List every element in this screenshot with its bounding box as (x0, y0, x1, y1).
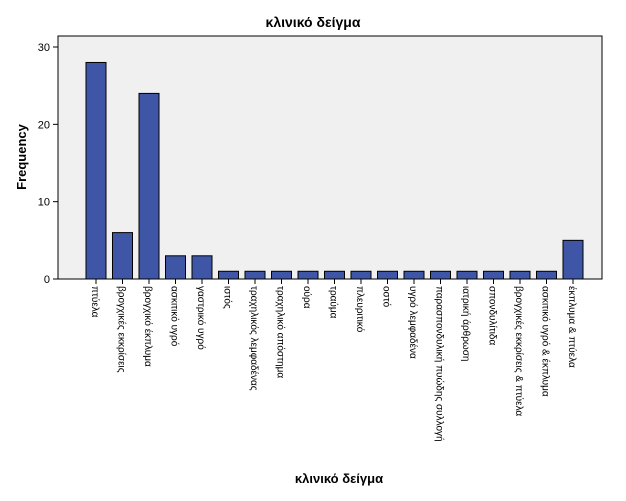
bar (483, 270, 504, 280)
x-tick-label: παρασπονδυλική πυώδης συλλογή (434, 286, 446, 442)
bar (509, 270, 531, 280)
x-tick-label: ασκιτικό υγρό & έκπλυμα (540, 286, 552, 397)
x-tick-label: οστό (381, 286, 393, 308)
y-tick-label: 0 (44, 274, 50, 286)
x-tick-label: ασκιτικό υγρό (169, 286, 181, 347)
x-tick-label: ούρα (301, 286, 313, 309)
bar (350, 270, 372, 280)
bar (536, 270, 557, 280)
bar (430, 270, 451, 280)
y-tick-label: 10 (38, 197, 50, 209)
chart-title: κλινικό δείγμα (266, 14, 361, 30)
x-tick-label: σπονδυλίτιδα (487, 286, 499, 345)
bar (191, 255, 213, 280)
x-tick-label: τραχηλικός λεμφαδένας (248, 286, 260, 391)
x-tick-label: υγρό λεμφαδένα (407, 286, 419, 359)
bar (377, 270, 398, 280)
y-tick-label: 30 (38, 42, 50, 54)
bar (297, 270, 319, 280)
bar (403, 270, 425, 280)
x-tick-label: βρογχικές εκκρίσεις & πτύελα (513, 286, 525, 416)
bar (271, 270, 292, 280)
x-tick-label: πλευριτικό (354, 286, 366, 333)
y-axis-label: Frequency (14, 123, 29, 190)
x-tick-label: ιστός (222, 286, 234, 309)
bar (85, 61, 107, 280)
x-axis-label: κλινικό δείγμα (295, 471, 383, 486)
x-tick-label: βρογχικό έκπλυμα (142, 286, 154, 367)
bar (562, 239, 584, 280)
x-tick-label: βρογχικές εκκρίσεις (116, 286, 128, 373)
x-tick-label: έκπλυμα & πτύελα (566, 286, 578, 368)
x-tick-label: πτύελα (89, 286, 101, 318)
y-axis: 0 10 20 30 (38, 42, 58, 286)
y-tick-label: 20 (38, 119, 50, 131)
bar (456, 270, 478, 280)
x-tick-label: ιατρική άρθρωση (460, 286, 472, 361)
x-tick-label: τραύμα (328, 286, 340, 319)
x-axis-tick-labels: πτύελα βρογχικές εκκρίσεις βρογχικό έκπλυμ… (89, 279, 578, 442)
bar (138, 92, 160, 280)
x-tick-label: τραχηλικό απόστημα (275, 286, 287, 378)
x-tick-label: γαστρικό υγρό (195, 286, 207, 350)
bar (244, 270, 266, 280)
bar (112, 232, 133, 280)
bar (165, 255, 186, 280)
bar (324, 270, 345, 280)
bar (218, 270, 239, 280)
